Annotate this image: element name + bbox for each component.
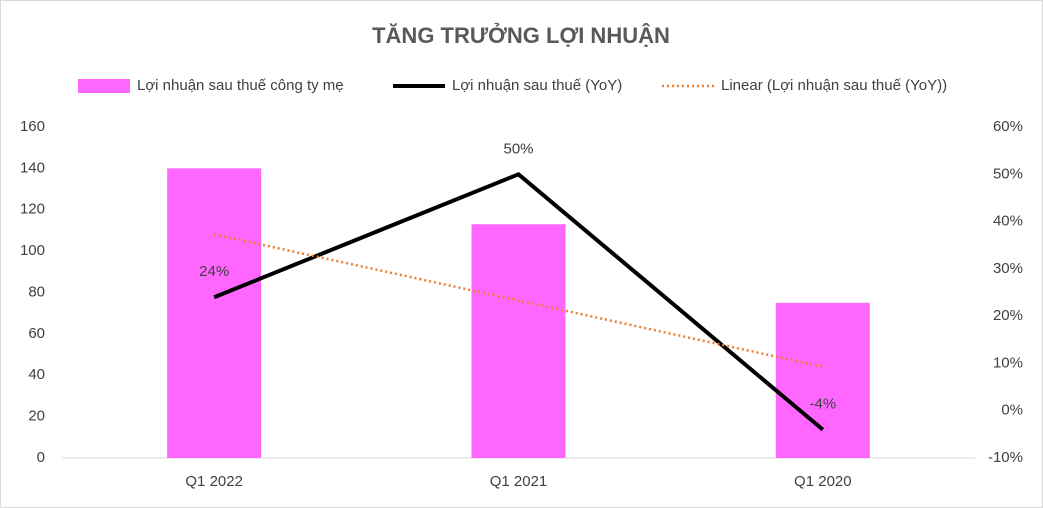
- bar: [167, 168, 262, 458]
- legend-label: Lợi nhuận sau thuế công ty mẹ: [137, 77, 344, 94]
- legend-label: Lợi nhuận sau thuế (YoY): [452, 77, 622, 94]
- y2-tick-label: 30%: [993, 260, 1023, 277]
- y-tick-label: 140: [20, 159, 45, 176]
- bar: [471, 224, 566, 458]
- y2-tick-label: 60%: [993, 118, 1023, 135]
- data-label: 24%: [199, 263, 229, 280]
- y2-tick-label: -10%: [988, 449, 1023, 466]
- trendline: [213, 233, 824, 368]
- data-label: 50%: [503, 140, 533, 157]
- bar: [775, 302, 870, 458]
- x-tick-label: Q1 2020: [794, 473, 852, 490]
- line: [213, 171, 825, 432]
- legend-swatch: [78, 79, 130, 93]
- y-tick-label: 20: [28, 408, 45, 425]
- y-tick-label: 160: [20, 118, 45, 135]
- y-tick-label: 0: [37, 449, 45, 466]
- y2-tick-label: 10%: [993, 354, 1023, 371]
- y-tick-label: 100: [20, 242, 45, 259]
- data-label: -4%: [809, 396, 836, 413]
- chart-title: TĂNG TRƯỞNG LỢI NHUẬN: [372, 23, 670, 48]
- y2-tick-label: 0%: [1001, 402, 1023, 419]
- y2-tick-label: 40%: [993, 213, 1023, 230]
- y2-tick-label: 20%: [993, 307, 1023, 324]
- y-tick-label: 40: [28, 366, 45, 383]
- y-tick-label: 60: [28, 325, 45, 342]
- x-tick-label: Q1 2022: [185, 473, 243, 490]
- legend-label: Linear (Lợi nhuận sau thuế (YoY)): [721, 77, 947, 94]
- y-tick-label: 120: [20, 201, 45, 218]
- x-tick-label: Q1 2021: [490, 473, 548, 490]
- y2-tick-label: 50%: [993, 165, 1023, 182]
- y-tick-label: 80: [28, 283, 45, 300]
